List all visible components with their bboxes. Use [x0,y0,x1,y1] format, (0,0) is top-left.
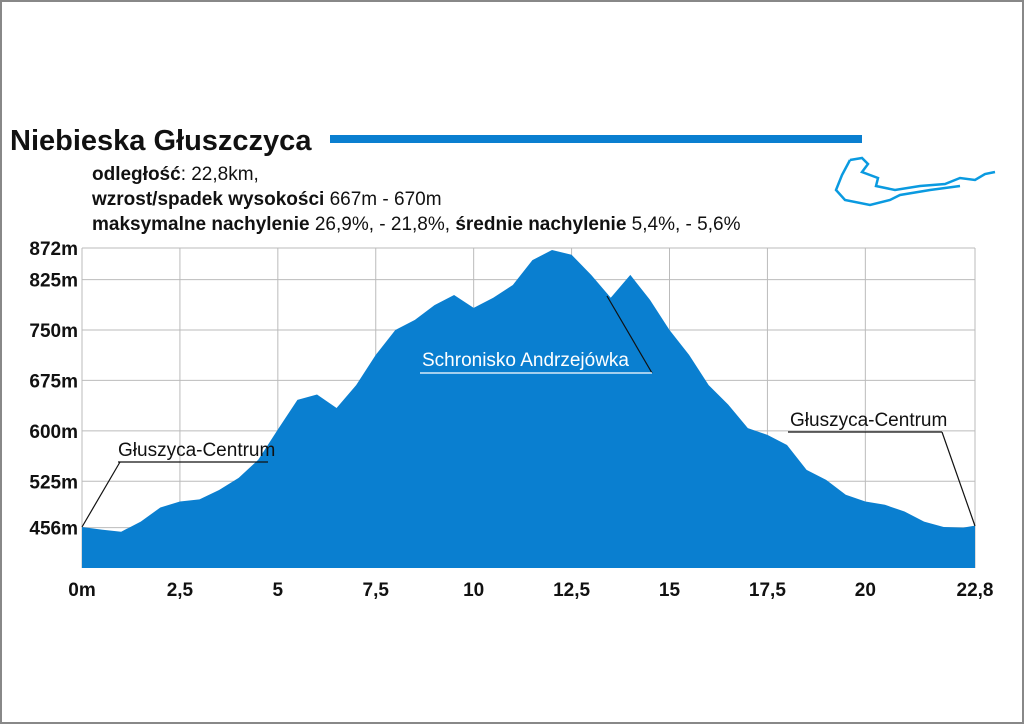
leader-line [606,295,653,374]
x-tick-label: 22,8 [957,580,994,601]
leader-line [941,431,976,527]
y-tick-label: 750m [29,321,78,342]
x-tick-label: 17,5 [749,580,786,601]
annotations: Głuszyca-Centrum Schronisko Andrzejówka … [81,295,976,528]
stats-segment: 26,9%, - 21,8%, [310,214,456,235]
elevation-area [82,250,975,569]
annotation: Schronisko Andrzejówka [422,350,629,371]
x-tick-label: 2,5 [167,580,194,601]
y-tick-label: 825m [29,271,78,292]
stats-segment: średnie nachylenie [455,214,626,235]
stats-segment: odległość [92,164,181,185]
y-tick-label: 872m [29,239,78,260]
y-tick-label: 675m [29,371,78,392]
y-tick-label: 525m [29,472,78,493]
stats-segment: : 22,8km, [181,164,259,185]
annotation: Głuszyca-Centrum [790,410,947,431]
x-tick-label: 20 [855,580,876,601]
stats-segment: 667m - 670m [324,189,441,210]
x-tick-label: 15 [659,580,681,601]
stats-line: odległość: 22,8km, [92,164,259,185]
chart-title: Niebieska Głuszczyca [10,125,312,157]
annotation: Głuszyca-Centrum [118,440,275,461]
x-tick-label: 12,5 [553,580,590,601]
stats: odległość: 22,8km, wzrost/spadek wysokośc… [91,164,741,235]
x-tick-label: 7,5 [363,580,390,601]
x-tick-label: 0m [68,580,95,601]
stats-segment: 5,4%, - 5,6% [626,214,740,235]
stats-line: maksymalne nachylenie 26,9%, - 21,8%, śr… [92,214,741,235]
y-tick-label: 600m [29,422,78,443]
leader-line [81,461,121,528]
stats-segment: maksymalne nachylenie [92,214,310,235]
route-map [834,156,996,207]
stats-segment: wzrost/spadek wysokości [91,189,324,210]
x-tick-label: 10 [463,580,484,601]
y-tick-label: 456m [29,519,78,540]
plot [82,250,975,569]
stats-line: wzrost/spadek wysokości 667m - 670m [91,189,442,210]
x-tick-label: 5 [273,580,284,601]
